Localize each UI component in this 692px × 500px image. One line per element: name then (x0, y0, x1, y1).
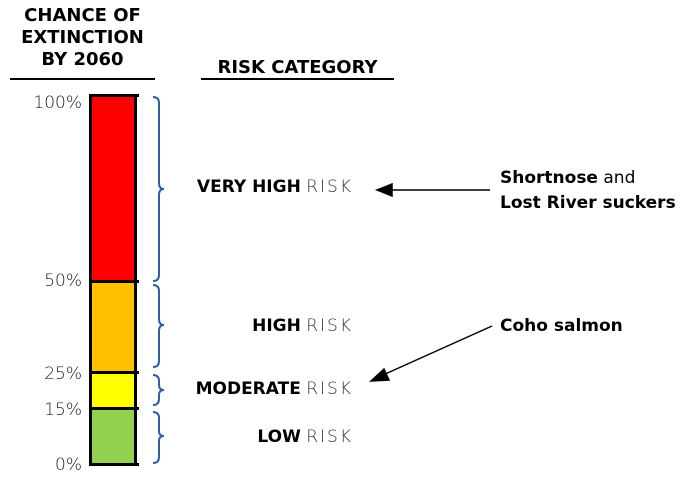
separator (89, 371, 139, 374)
tick-100: 100% (33, 93, 82, 113)
segment-low (89, 409, 137, 465)
separator (89, 463, 139, 466)
tick-25: 25% (44, 364, 82, 384)
species-coho: Coho salmon (500, 316, 623, 336)
category-rest: RISK (306, 379, 353, 399)
header-rule (201, 78, 394, 80)
category-bold: MODERATE (195, 379, 301, 399)
risk-category-header: RISK CATEGORY (217, 57, 378, 78)
category-bold: HIGH (252, 316, 301, 336)
segment-high (89, 282, 137, 373)
segment-moderate (89, 373, 137, 409)
category-bold: VERY HIGH (196, 177, 301, 197)
category-rest: RISK (306, 316, 353, 336)
category-bold: LOW (257, 427, 301, 447)
brace-high (152, 284, 165, 368)
segment-very-high (89, 95, 137, 282)
brace-moderate (152, 374, 165, 406)
arrowhead-icon (374, 182, 393, 198)
species-name: Lost River suckers (500, 193, 676, 213)
chance-header: CHANCE OF EXTINCTION BY 2060 (0, 5, 165, 71)
species-conj: and (597, 168, 636, 188)
tick-0: 0% (55, 455, 82, 475)
header-line: EXTINCTION (21, 27, 144, 48)
category-very-high: VERY HIGH RISK (197, 177, 353, 197)
separator (89, 407, 139, 410)
category-low: LOW RISK (257, 427, 353, 447)
separator (89, 280, 139, 283)
species-name: Shortnose (500, 168, 598, 188)
tick-15: 15% (44, 400, 82, 420)
arrow-coho (382, 325, 493, 376)
brace-low (152, 411, 165, 464)
category-rest: RISK (306, 427, 353, 447)
category-moderate: MODERATE RISK (196, 379, 353, 399)
category-high: HIGH RISK (252, 316, 353, 336)
brace-very-high (152, 96, 165, 282)
tick-50: 50% (44, 271, 82, 291)
header-line: CHANCE OF (24, 5, 141, 26)
arrowhead-icon (368, 367, 391, 382)
species-suckers: Shortnose and Lost River suckers (500, 166, 676, 216)
header-line: BY 2060 (41, 49, 124, 70)
header-rule (10, 78, 155, 80)
separator (89, 94, 139, 97)
category-rest: RISK (306, 177, 353, 197)
